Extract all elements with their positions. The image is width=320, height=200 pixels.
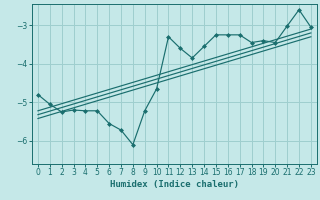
X-axis label: Humidex (Indice chaleur): Humidex (Indice chaleur) — [110, 180, 239, 189]
